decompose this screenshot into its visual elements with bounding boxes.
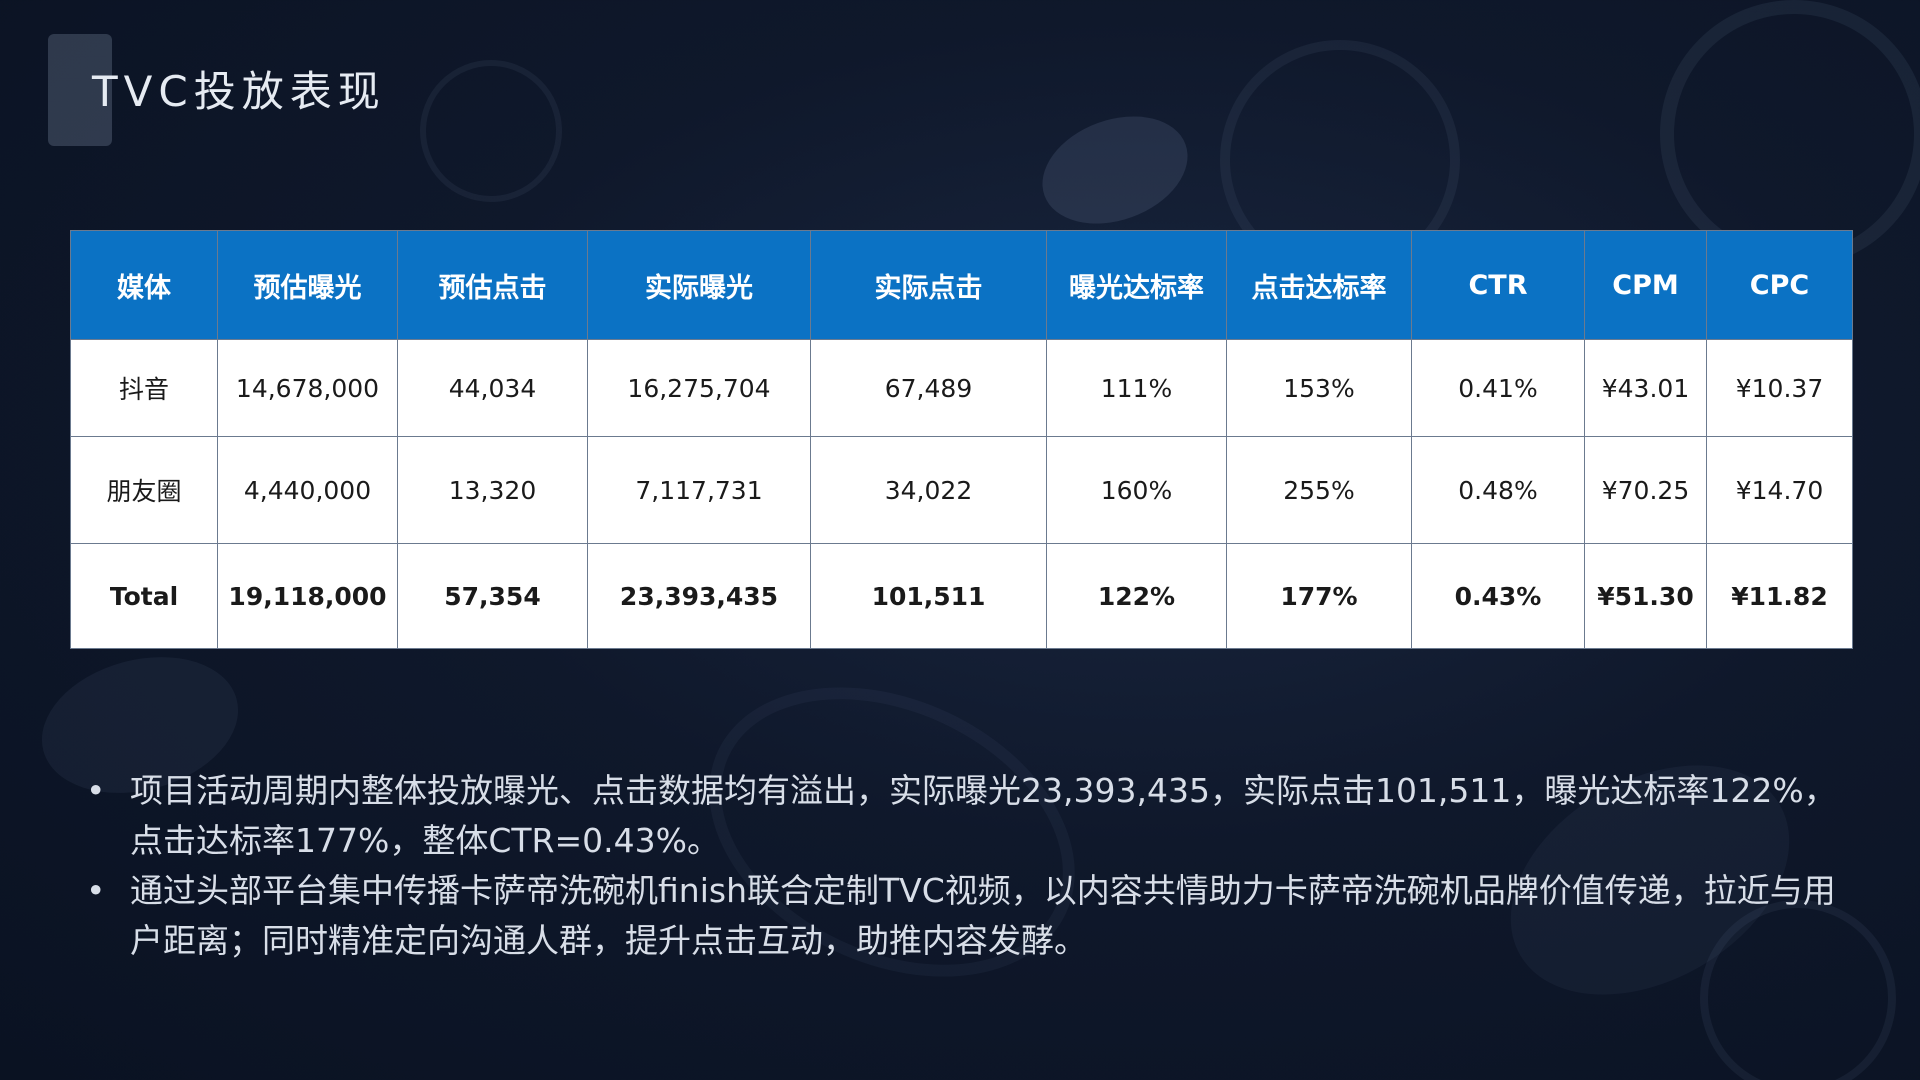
table-cell: 153% xyxy=(1226,339,1412,437)
table-cell: 0.48% xyxy=(1411,436,1585,544)
table-cell: ¥14.70 xyxy=(1706,436,1853,544)
table-cell: 44,034 xyxy=(397,339,588,437)
table-cell: ¥10.37 xyxy=(1706,339,1853,437)
table-cell: 13,320 xyxy=(397,436,588,544)
table-cell: ¥11.82 xyxy=(1706,543,1853,649)
table-cell: 160% xyxy=(1046,436,1227,544)
header-impression-rate: 曝光达标率 xyxy=(1046,230,1227,340)
table-cell: ¥70.25 xyxy=(1584,436,1707,544)
table-cell: 4,440,000 xyxy=(217,436,398,544)
table-cell: 255% xyxy=(1226,436,1412,544)
header-estimated-impressions: 预估曝光 xyxy=(217,230,398,340)
header-estimated-clicks: 预估点击 xyxy=(397,230,588,340)
table-cell: 0.41% xyxy=(1411,339,1585,437)
table-header-row: 媒体 预估曝光 预估点击 实际曝光 实际点击 曝光达标率 点击达标率 CTR C… xyxy=(70,230,1853,340)
table-cell: 111% xyxy=(1046,339,1227,437)
table-row: 抖音 14,678,000 44,034 16,275,704 67,489 1… xyxy=(70,339,1853,437)
table-cell: Total xyxy=(70,543,218,649)
table-total-row: Total 19,118,000 57,354 23,393,435 101,5… xyxy=(70,543,1853,649)
table-cell: 177% xyxy=(1226,543,1412,649)
header-cpc: CPC xyxy=(1706,230,1853,340)
background-decoration xyxy=(1027,97,1203,243)
table-row: 朋友圈 4,440,000 13,320 7,117,731 34,022 16… xyxy=(70,436,1853,544)
table-cell: 抖音 xyxy=(70,339,218,437)
table-cell: ¥43.01 xyxy=(1584,339,1707,437)
header-cpm: CPM xyxy=(1584,230,1707,340)
header-click-rate: 点击达标率 xyxy=(1226,230,1412,340)
table-cell: 67,489 xyxy=(810,339,1047,437)
table-cell: 7,117,731 xyxy=(587,436,811,544)
summary-notes: • 项目活动周期内整体投放曝光、点击数据均有溢出，实际曝光23,393,435，… xyxy=(80,766,1860,966)
list-item: • 通过头部平台集中传播卡萨帝洗碗机finish联合定制TVC视频，以内容共情助… xyxy=(80,866,1860,966)
table-cell: 0.43% xyxy=(1411,543,1585,649)
bullet-icon: • xyxy=(86,771,106,810)
table-cell: 19,118,000 xyxy=(217,543,398,649)
title-accent-block xyxy=(48,34,112,146)
table-cell: 101,511 xyxy=(810,543,1047,649)
performance-table: 媒体 预估曝光 预估点击 实际曝光 实际点击 曝光达标率 点击达标率 CTR C… xyxy=(70,230,1853,649)
background-decoration xyxy=(420,60,562,202)
table-cell: 34,022 xyxy=(810,436,1047,544)
table-cell: 14,678,000 xyxy=(217,339,398,437)
page-title: TVC投放表现 xyxy=(92,67,386,116)
table-cell: 57,354 xyxy=(397,543,588,649)
background-decoration xyxy=(1660,0,1920,268)
note-text: 项目活动周期内整体投放曝光、点击数据均有溢出，实际曝光23,393,435，实际… xyxy=(130,771,1837,860)
header-actual-clicks: 实际点击 xyxy=(810,230,1047,340)
table-cell: ¥51.30 xyxy=(1584,543,1707,649)
table-cell: 23,393,435 xyxy=(587,543,811,649)
table-cell: 122% xyxy=(1046,543,1227,649)
bullet-icon: • xyxy=(86,871,106,910)
list-item: • 项目活动周期内整体投放曝光、点击数据均有溢出，实际曝光23,393,435，… xyxy=(80,766,1860,866)
header-media: 媒体 xyxy=(70,230,218,340)
header-actual-impressions: 实际曝光 xyxy=(587,230,811,340)
table-cell: 16,275,704 xyxy=(587,339,811,437)
table-cell: 朋友圈 xyxy=(70,436,218,544)
header-ctr: CTR xyxy=(1411,230,1585,340)
note-text: 通过头部平台集中传播卡萨帝洗碗机finish联合定制TVC视频，以内容共情助力卡… xyxy=(130,871,1836,960)
